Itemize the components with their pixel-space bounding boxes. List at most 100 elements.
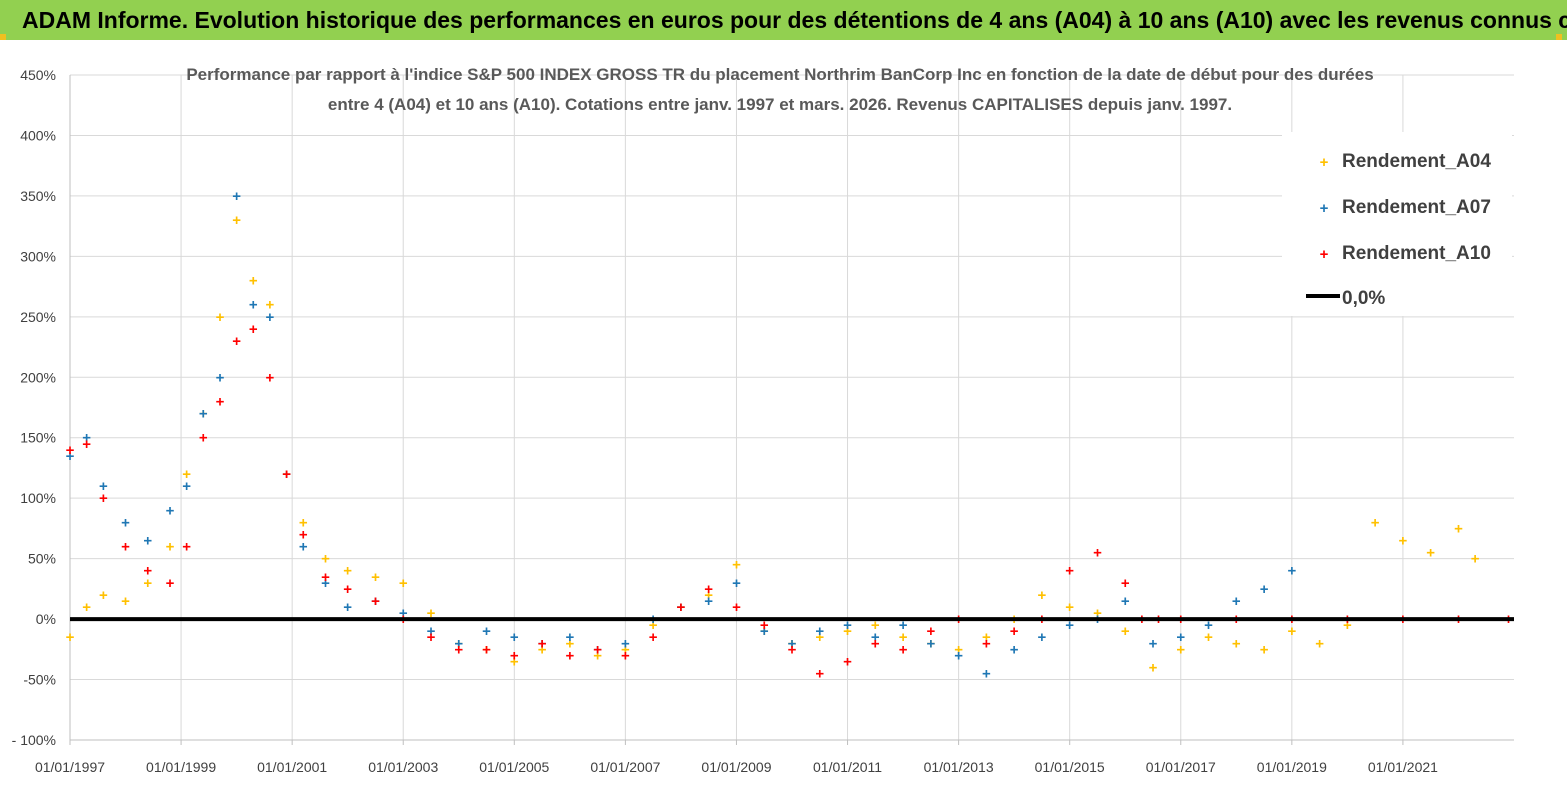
data-point: + — [760, 617, 769, 634]
data-point: + — [1149, 659, 1158, 676]
data-point: + — [565, 647, 574, 664]
x-tick-label: 01/01/2013 — [924, 759, 994, 775]
data-point: + — [510, 647, 519, 664]
chart-legend: + Rendement_A04 + Rendement_A07 + Rendem… — [1282, 132, 1512, 316]
data-point: + — [99, 490, 108, 507]
data-point: + — [249, 297, 258, 314]
data-point: + — [565, 635, 574, 652]
y-tick-label: 300% — [20, 248, 56, 264]
y-tick-label: -50% — [23, 672, 56, 688]
data-point: + — [704, 593, 713, 610]
data-point: + — [732, 575, 741, 592]
legend-marker-a07: + — [1320, 200, 1329, 217]
data-point: + — [982, 666, 991, 683]
chart-title-line-1: Performance par rapport à l'indice S&P 5… — [186, 65, 1373, 84]
data-point: + — [1315, 635, 1324, 652]
data-point: + — [371, 569, 380, 586]
data-point: + — [1121, 623, 1130, 640]
data-point: + — [593, 647, 602, 664]
data-point: + — [199, 430, 208, 447]
data-point: + — [871, 617, 880, 634]
report-banner: ADAM Informe. Evolution historique des p… — [0, 0, 1567, 40]
data-point: + — [538, 641, 547, 658]
data-point: + — [1065, 599, 1074, 616]
data-point: + — [677, 599, 686, 616]
data-point: + — [266, 309, 275, 326]
data-point: + — [371, 593, 380, 610]
data-point: + — [1426, 545, 1435, 562]
data-point: + — [1454, 520, 1463, 537]
data-point: + — [343, 581, 352, 598]
y-tick-label: 200% — [20, 369, 56, 385]
legend-background — [1282, 132, 1512, 316]
x-tick-label: 01/01/1997 — [35, 759, 105, 775]
series-rendement-a07: ++++++++++++++++ +++++ + + ++ ++ +++++ ++++++++… — [66, 188, 1297, 683]
data-point: + — [299, 514, 308, 531]
data-point: + — [143, 575, 152, 592]
legend-marker-a10: + — [1320, 246, 1329, 263]
data-point: + — [299, 526, 308, 543]
legend-label-a04: Rendement_A04 — [1342, 151, 1491, 172]
data-point: + — [182, 478, 191, 495]
data-point: + — [621, 635, 630, 652]
data-point: + — [66, 448, 75, 465]
data-point: + — [1204, 617, 1213, 634]
data-point: + — [143, 533, 152, 550]
legend-label-zero: 0,0% — [1342, 288, 1385, 309]
data-point: + — [788, 635, 797, 652]
data-point: + — [249, 273, 258, 290]
data-point: + — [454, 635, 463, 652]
data-point: + — [343, 563, 352, 580]
data-point: + — [282, 466, 291, 483]
data-point: + — [1038, 587, 1047, 604]
data-point: + — [482, 641, 491, 658]
data-point: + — [232, 188, 241, 205]
data-point: + — [899, 629, 908, 646]
data-point: + — [282, 466, 291, 483]
data-point: + — [1176, 641, 1185, 658]
data-point: + — [199, 406, 208, 423]
data-point: + — [66, 442, 75, 459]
data-point: + — [1121, 575, 1130, 592]
data-point: + — [82, 599, 91, 616]
data-point: + — [143, 563, 152, 580]
legend-label-a10: Rendement_A10 — [1342, 243, 1491, 264]
data-point: + — [649, 629, 658, 646]
data-point: + — [1038, 629, 1047, 646]
data-point: + — [199, 406, 208, 423]
x-tick-label: 01/01/2011 — [813, 759, 882, 775]
x-tick-label: 01/01/2017 — [1146, 759, 1216, 775]
data-point: + — [216, 369, 225, 386]
data-point: + — [760, 623, 769, 640]
data-point: + — [266, 369, 275, 386]
data-point: + — [1343, 617, 1352, 634]
data-point: + — [815, 629, 824, 646]
data-point: + — [593, 641, 602, 658]
data-point: + — [1149, 635, 1158, 652]
banner-corner-marker — [0, 34, 6, 40]
data-point: + — [1176, 629, 1185, 646]
data-point: + — [99, 478, 108, 495]
data-point: + — [982, 635, 991, 652]
data-point: + — [427, 629, 436, 646]
data-point: + — [982, 629, 991, 646]
data-point: + — [399, 575, 408, 592]
data-point: + — [99, 587, 108, 604]
y-tick-label: 150% — [20, 430, 56, 446]
x-tick-label: 01/01/2021 — [1368, 759, 1438, 775]
data-point: + — [704, 581, 713, 598]
data-point: + — [82, 430, 91, 447]
data-point: + — [216, 309, 225, 326]
data-point: + — [321, 575, 330, 592]
data-point: + — [121, 514, 130, 531]
data-point: + — [121, 539, 130, 556]
data-point: + — [926, 635, 935, 652]
data-point: + — [1232, 635, 1241, 652]
data-point: + — [121, 593, 130, 610]
data-point: + — [454, 635, 463, 652]
data-point: + — [899, 617, 908, 634]
data-point: + — [82, 436, 91, 453]
data-point: + — [815, 666, 824, 683]
banner-corner-marker — [1556, 34, 1562, 40]
x-tick-label: 01/01/2003 — [368, 759, 438, 775]
